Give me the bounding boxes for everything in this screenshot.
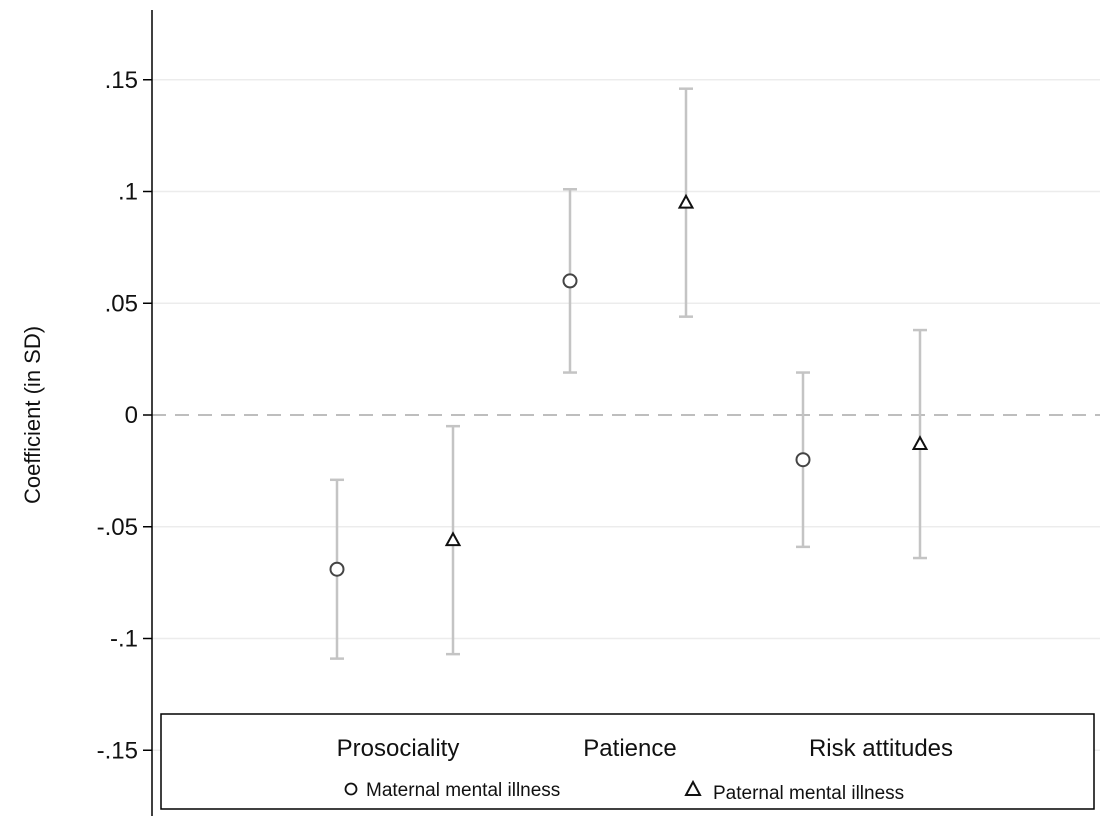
y-tick-label: -.1 xyxy=(110,626,138,653)
y-tick-label: -.15 xyxy=(97,737,138,764)
category-label-patience: Patience xyxy=(583,735,676,762)
legend-frame xyxy=(160,713,1095,810)
legend-triangle-icon xyxy=(684,779,702,796)
point-circle xyxy=(562,273,578,289)
point-triangle xyxy=(911,435,929,451)
point-circle xyxy=(329,561,345,577)
legend-series-paternal: Paternal mental illness xyxy=(713,783,904,804)
y-tick-label: -.05 xyxy=(97,514,138,541)
legend: Prosociality Patience Risk attitudes Mat… xyxy=(160,713,1095,810)
category-label-risk-attitudes: Risk attitudes xyxy=(809,735,953,762)
y-tick-label: .05 xyxy=(105,290,138,317)
y-ticks: .15 .1 .05 0 -.05 -.1 -.15 xyxy=(97,67,152,764)
y-axis-label: Coefficient (in SD) xyxy=(20,326,45,504)
y-tick-label: 0 xyxy=(125,402,138,429)
y-tick-label: .1 xyxy=(118,179,138,206)
point-triangle xyxy=(444,531,462,547)
legend-series-maternal: Maternal mental illness xyxy=(366,780,560,801)
y-tick-label: .15 xyxy=(105,67,138,94)
category-label-prosociality: Prosociality xyxy=(337,735,460,762)
legend-circle-icon xyxy=(344,782,358,796)
point-circle xyxy=(795,452,811,468)
point-triangle xyxy=(677,193,695,209)
data-markers xyxy=(329,193,929,577)
